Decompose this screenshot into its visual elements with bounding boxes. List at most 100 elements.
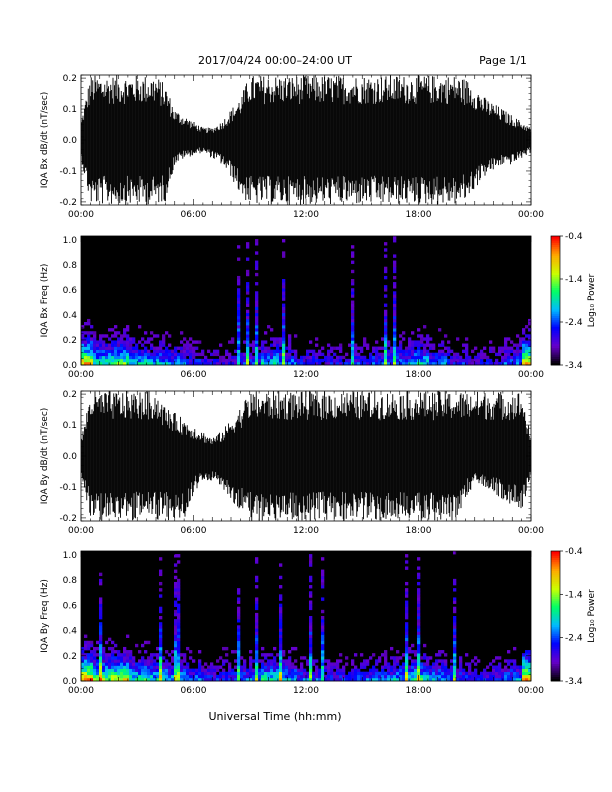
spectrogram-cell [81, 668, 85, 673]
spectrogram-cell [270, 653, 274, 657]
spectrogram-cell [243, 361, 247, 366]
spectrogram-cell [246, 312, 250, 317]
spectrogram-cell [102, 677, 106, 682]
spectrogram-cell [315, 671, 319, 676]
spectrogram-cell [141, 361, 145, 366]
spectrogram-cell [351, 279, 355, 283]
spectrogram-cell [381, 361, 385, 366]
spectrogram-cell [411, 343, 415, 347]
spectrogram-cell [507, 361, 511, 366]
spectrogram-cell [279, 646, 283, 651]
spectrogram-cell [237, 659, 241, 663]
spectrogram-cell [255, 349, 259, 354]
spectrogram-cell [363, 677, 367, 682]
colorbar-segment [551, 579, 560, 582]
x-tick-label: 12:00 [293, 210, 319, 220]
spectrogram-cell [417, 334, 421, 338]
spectrogram-cell [528, 659, 532, 663]
spectrogram-cell [246, 355, 250, 360]
spectrogram-cell [282, 358, 286, 363]
spectrogram-cell [360, 677, 364, 682]
spectrogram-cell [456, 361, 460, 366]
spectrogram-cell [414, 340, 418, 344]
spectrogram-cell [516, 346, 520, 350]
spectrogram-cell [417, 659, 421, 663]
spectrogram-cell [168, 674, 172, 679]
spectrogram-cell [384, 361, 388, 366]
spectrogram-cell [84, 674, 88, 679]
spectrogram-cell [285, 668, 289, 673]
spectrogram-cell [450, 659, 454, 663]
spectrogram-cell [216, 659, 220, 663]
spectrogram-cell [96, 659, 100, 663]
spectrogram-cell [312, 358, 316, 363]
spectrogram-cell [351, 349, 355, 354]
spectrogram-cell [294, 358, 298, 363]
spectrogram-cell [393, 674, 397, 679]
spectrogram-cell [504, 671, 508, 676]
spectrogram-cell [450, 361, 454, 366]
spectrogram-cell [399, 358, 403, 363]
spectrogram-cell [333, 677, 337, 682]
spectrogram-cell [159, 606, 163, 611]
spectrogram-cell [528, 361, 532, 366]
spectrogram-cell [270, 355, 274, 360]
waveform-series [81, 75, 532, 205]
spectrogram-cell [237, 640, 241, 645]
spectrogram-cell [171, 358, 175, 363]
spectrogram-cell [336, 355, 340, 360]
spectrogram-cell [294, 668, 298, 673]
spectrogram-cell [111, 665, 115, 669]
spectrogram-cell [405, 653, 409, 657]
spectrogram-cell [456, 668, 460, 673]
spectrogram-cell [405, 554, 409, 558]
spectrogram-cell [390, 355, 394, 360]
spectrogram-cells [81, 551, 532, 682]
spectrogram-cell [447, 340, 451, 344]
spectrogram-cell [396, 668, 400, 673]
spectrogram-cell [297, 668, 301, 673]
spectrogram-cell [102, 650, 106, 654]
spectrogram-cell [525, 662, 529, 666]
spectrogram-cell [282, 337, 286, 341]
spectrogram-cell [159, 581, 163, 586]
spectrogram-cell [393, 337, 397, 341]
spectrogram-cell [489, 346, 493, 350]
spectrogram-cell [453, 622, 457, 626]
spectrogram-cell [495, 361, 499, 366]
spectrogram-cell [177, 612, 181, 617]
spectrogram-cell [396, 352, 400, 357]
spectrogram-cell [81, 646, 85, 651]
spectrogram-cell [237, 646, 241, 651]
spectrogram-cell [201, 349, 205, 354]
spectrogram-cell [150, 355, 154, 360]
colorbar-segment [551, 650, 560, 654]
spectrogram-cell [93, 346, 97, 350]
spectrogram-cell [321, 668, 325, 673]
spectrogram-cell [504, 358, 508, 363]
spectrogram-cell [150, 656, 154, 660]
spectrogram-cell [228, 668, 232, 673]
x-tick-label: 06:00 [181, 210, 207, 220]
spectrogram-cell [159, 646, 163, 651]
spectrogram-cell [480, 352, 484, 357]
spectrogram-cell [117, 349, 121, 354]
spectrogram-cell [273, 349, 277, 354]
spectrogram-cell [423, 349, 427, 354]
spectrogram-cell [297, 674, 301, 679]
spectrogram-cell [237, 609, 241, 614]
spectrogram-cell [240, 677, 244, 682]
spectrogram-cell [417, 637, 421, 642]
spectrogram-cell [339, 668, 343, 673]
spectrogram-cell [81, 674, 85, 679]
spectrogram-cell [279, 612, 283, 617]
spectrogram-cell [387, 677, 391, 682]
spectrogram-cell [504, 674, 508, 679]
spectrogram-cell [81, 349, 85, 354]
spectrogram-cell [393, 285, 397, 289]
spectrogram-cell [114, 349, 118, 354]
spectrogram-cell [429, 346, 433, 350]
spectrogram-cell [345, 352, 349, 357]
spectrogram-cell [261, 361, 265, 366]
spectrogram-cell [87, 358, 91, 363]
